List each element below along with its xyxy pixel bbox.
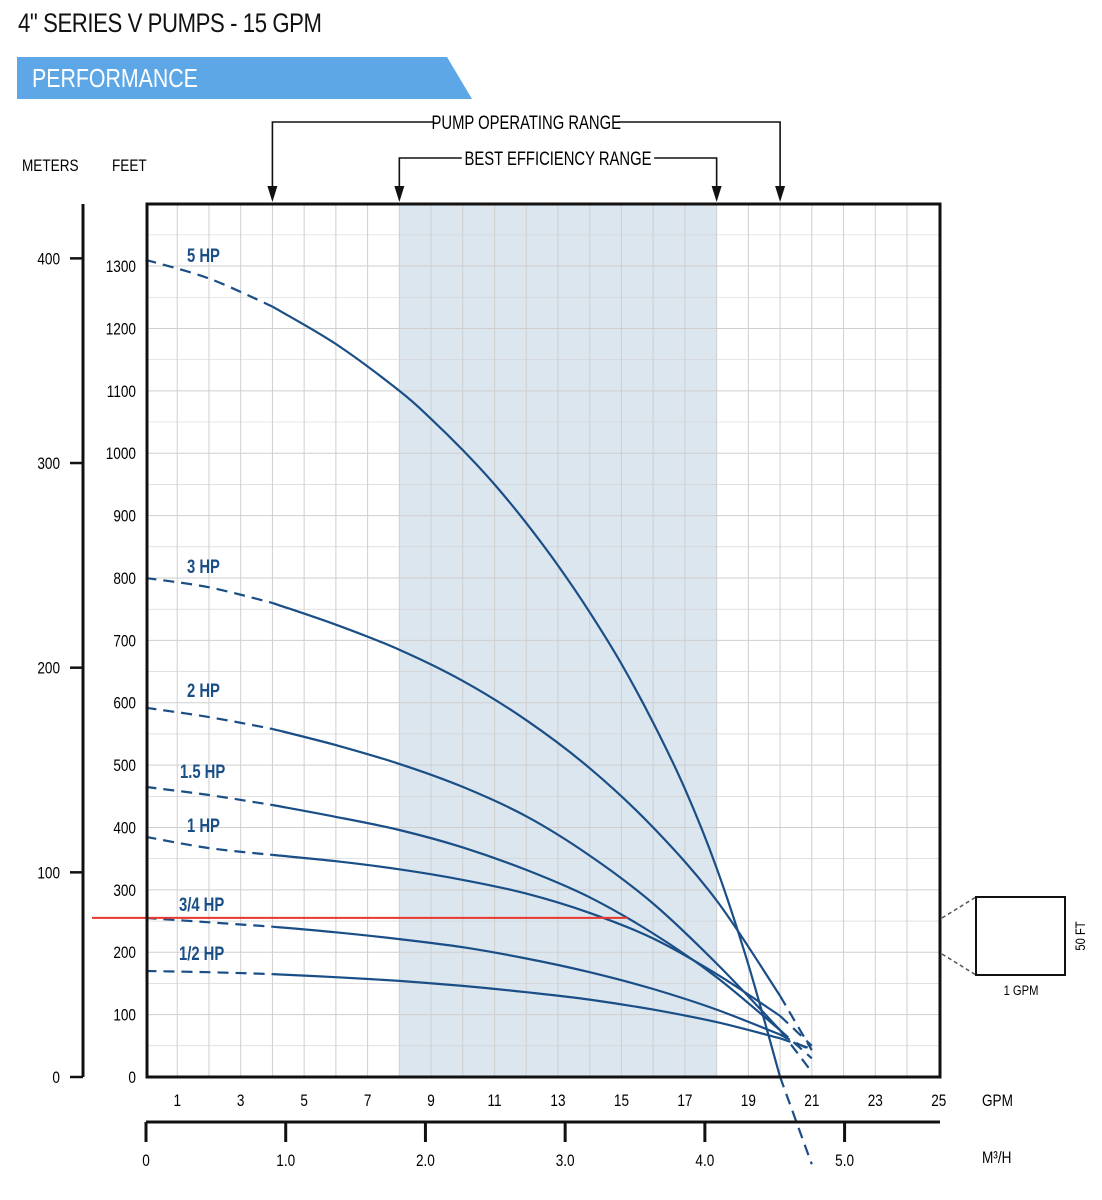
x-tick-label: 1 [173, 1092, 181, 1111]
scale-x-label: 1 GPM [1004, 983, 1039, 998]
m3h-tick-label: 2.0 [416, 1152, 435, 1171]
pump-operating-range-label: PUMP OPERATING RANGE [432, 112, 621, 133]
x-tick-label: 23 [868, 1092, 883, 1111]
series-label: 3/4 HP [179, 894, 224, 915]
scale-y-label: 50 FT [1073, 921, 1088, 950]
best-efficiency-range-arrow [711, 186, 722, 202]
feet-tick-label: 300 [113, 882, 136, 901]
curve-dashed-low [145, 916, 273, 928]
feet-tick-label: 1200 [106, 320, 136, 339]
x-tick-label: 3 [237, 1092, 245, 1111]
meters-axis-label: METERS [22, 157, 79, 176]
curve-dashed-high [779, 995, 813, 1051]
curve-solid [271, 305, 782, 1078]
meters-tick-label: 100 [37, 864, 60, 883]
series-label: 1 HP [187, 815, 220, 836]
feet-tick-label: 1300 [106, 258, 136, 277]
x-tick-label: 5 [300, 1092, 308, 1111]
meters-tick-label: 400 [37, 250, 60, 269]
x-tick-label: 19 [741, 1092, 756, 1111]
feet-tick-label: 100 [113, 1006, 136, 1025]
m3h-tick-label: 5.0 [835, 1152, 854, 1171]
best-efficiency-range-arrow [394, 186, 405, 202]
feet-tick-label: 200 [113, 944, 136, 963]
m3h-tick-label: 4.0 [695, 1152, 714, 1171]
meters-tick-label: 200 [37, 659, 60, 678]
page-title: 4" SERIES V PUMPS - 15 GPM [18, 8, 322, 38]
curve-dashed-low [145, 706, 273, 730]
feet-axis-label: FEET [112, 157, 147, 176]
series-label: 2 HP [187, 680, 220, 701]
curve-dashed-high [779, 1015, 813, 1047]
feet-tick-label: 500 [113, 757, 136, 776]
x-tick-label: 25 [931, 1092, 946, 1111]
series-label: 5 HP [187, 245, 220, 266]
curve-dashed-low [145, 969, 273, 976]
curve-dashed-high [779, 1033, 813, 1052]
x-tick-label: 11 [487, 1092, 501, 1111]
pump-operating-range-left [271, 121, 435, 198]
feet-tick-label: 0 [128, 1069, 136, 1088]
best-efficiency-range-left [398, 157, 462, 198]
pump-operating-range-arrow [775, 186, 786, 202]
curve-solid [272, 925, 781, 1036]
curve-solid [272, 727, 781, 1031]
curve-dashed-high [779, 1037, 813, 1050]
scale-leader [941, 896, 977, 919]
scale-leader [941, 953, 977, 976]
x-tick-label: 7 [364, 1092, 372, 1111]
curve-solid [272, 803, 781, 1032]
x-tick-label: 13 [550, 1092, 565, 1111]
curve-dashed-high [779, 1029, 813, 1060]
plot-frame [145, 202, 942, 1079]
feet-tick-label: 700 [113, 632, 136, 651]
curve-solid [272, 601, 782, 997]
x-tick-label: 17 [677, 1092, 692, 1111]
curve-solid [272, 973, 781, 1040]
feet-tick-label: 800 [113, 570, 136, 589]
feet-tick-label: 900 [113, 507, 136, 526]
curve-dashed-low [145, 785, 273, 807]
curve-dashed-low [145, 835, 273, 856]
meters-tick-label: 0 [52, 1069, 60, 1088]
series-label: 1.5 HP [180, 761, 225, 782]
feet-tick-label: 400 [113, 819, 136, 838]
scale-box [975, 896, 1066, 976]
section-banner [17, 57, 472, 99]
pump-operating-range-arrow [267, 186, 278, 202]
curve-solid [272, 853, 781, 1017]
pump-operating-range-right [618, 121, 781, 198]
series-label: 3 HP [187, 556, 220, 577]
series-label: 1/2 HP [179, 943, 224, 964]
best-efficiency-range-right [654, 157, 718, 198]
curve-dashed-low [145, 576, 273, 604]
feet-tick-label: 600 [113, 694, 136, 713]
best-efficiency-range-label: BEST EFFICIENCY RANGE [465, 148, 652, 169]
x-tick-label: 21 [804, 1092, 819, 1111]
feet-tick-label: 1000 [106, 445, 136, 464]
m3h-axis-label: M³/H [982, 1149, 1011, 1168]
meters-tick-label: 300 [37, 455, 60, 474]
feet-tick-label: 1100 [107, 382, 136, 401]
x-tick-label: 9 [427, 1092, 435, 1111]
m3h-tick-label: 1.0 [276, 1152, 295, 1171]
x-axis-label: GPM [982, 1092, 1013, 1111]
section-banner-label: PERFORMANCE [32, 63, 198, 93]
x-tick-label: 15 [614, 1092, 629, 1111]
m3h-tick-label: 0 [142, 1152, 150, 1171]
m3h-tick-label: 3.0 [556, 1152, 575, 1171]
